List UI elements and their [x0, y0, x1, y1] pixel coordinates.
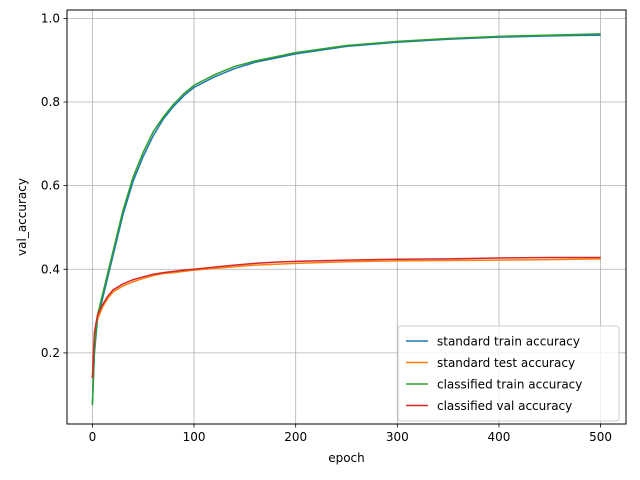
series-line-4 — [91, 256, 601, 379]
x-tick-label: 400 — [488, 430, 511, 444]
legend: standard train accuracy standard test acc… — [397, 325, 620, 422]
y-tick-label: 0.8 — [41, 95, 60, 109]
y-axis-ticks: 0.2 0.4 0.6 0.8 1.0 — [41, 11, 67, 360]
legend-box — [397, 325, 620, 422]
legend-label: standard test accuracy — [437, 356, 575, 370]
series-line-3 — [91, 33, 601, 406]
x-axis-label: epoch — [328, 451, 365, 465]
y-tick-label: 0.6 — [41, 179, 60, 193]
legend-label: standard train accuracy — [437, 335, 580, 349]
series-line-1 — [91, 34, 601, 404]
plot-frame — [66, 9, 627, 425]
x-tick-label: 200 — [284, 430, 307, 444]
x-tick-label: 100 — [183, 430, 206, 444]
x-tick-label: 300 — [386, 430, 409, 444]
y-axis-label: val_accuracy — [15, 178, 29, 256]
legend-label: classified val accuracy — [437, 399, 572, 413]
series-layer — [91, 33, 601, 406]
y-tick-label: 1.0 — [41, 11, 60, 25]
y-tick-label: 0.4 — [41, 262, 60, 276]
legend-label: classified train accuracy — [437, 378, 582, 392]
x-axis-ticks: 0 100 200 300 400 500 — [89, 424, 612, 444]
series-line-2 — [91, 258, 601, 379]
x-tick-label: 500 — [589, 430, 612, 444]
grid — [67, 10, 626, 424]
y-tick-label: 0.2 — [41, 346, 60, 360]
x-tick-label: 0 — [89, 430, 97, 444]
